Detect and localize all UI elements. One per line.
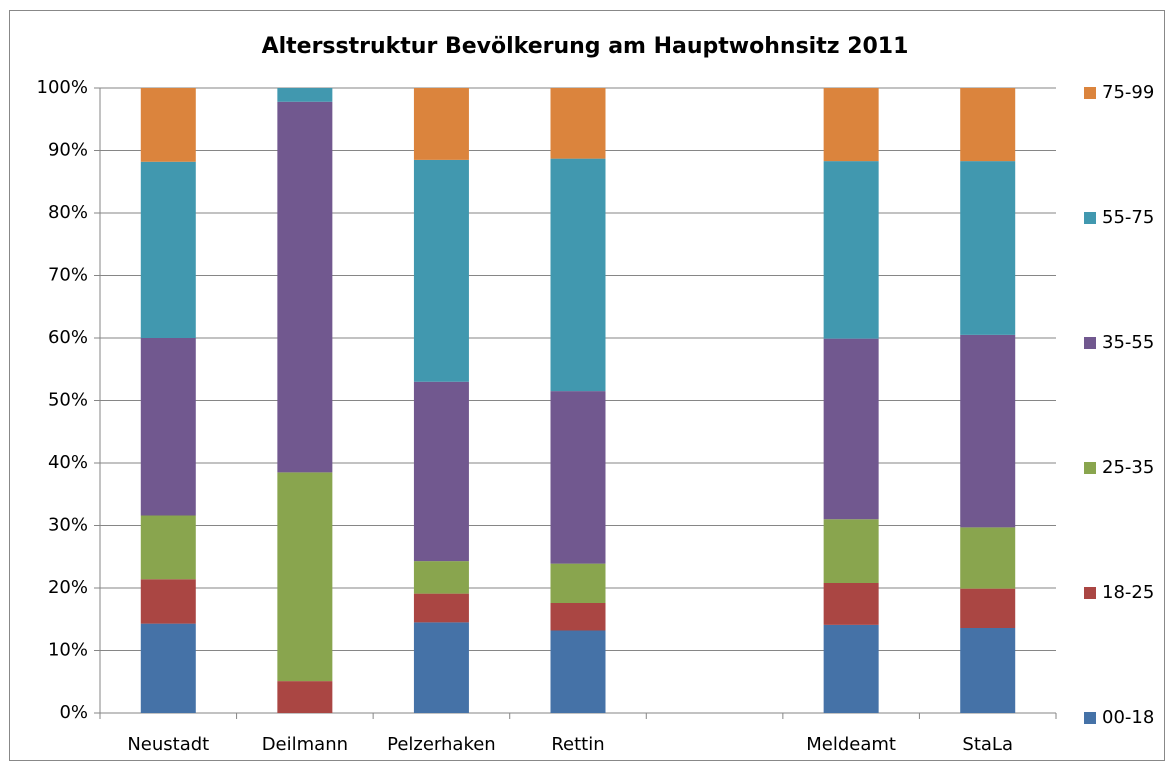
legend-swatch [1084, 212, 1096, 224]
bar-segment [550, 630, 606, 713]
bar-segment [277, 472, 333, 682]
x-tick-label: Neustadt [127, 734, 209, 755]
y-tick-label: 70% [48, 265, 88, 286]
x-tick-label: Deilmann [262, 734, 348, 755]
bar-segment [140, 88, 196, 162]
y-tick-label: 10% [48, 640, 88, 661]
bar-segment [960, 588, 1016, 628]
legend-swatch [1084, 87, 1096, 99]
y-tick-label: 90% [48, 140, 88, 161]
chart-title: Altersstruktur Bevölkerung am Hauptwohns… [262, 34, 909, 59]
legend-label: 75-99 [1102, 82, 1154, 103]
legend-label: 25-35 [1102, 457, 1154, 478]
legend-label: 55-75 [1102, 207, 1154, 228]
bar-segment [277, 681, 333, 713]
bar-segment [960, 161, 1016, 335]
bar-segment [277, 88, 333, 102]
y-tick-label: 40% [48, 452, 88, 473]
bar-segment [413, 593, 469, 623]
bar-segment [823, 88, 879, 162]
bar-segment [960, 628, 1016, 713]
bar-segment [960, 334, 1016, 528]
y-tick-label: 80% [48, 202, 88, 223]
y-tick-label: 0% [59, 702, 88, 723]
bar-segment [823, 338, 879, 520]
bar-segment [823, 519, 879, 583]
x-tick-label: Pelzerhaken [387, 734, 496, 755]
legend-label: 00-18 [1102, 707, 1154, 728]
x-tick-label: Rettin [551, 734, 604, 755]
y-tick-label: 100% [37, 77, 88, 98]
x-tick-label: StaLa [962, 734, 1013, 755]
bar-segment [413, 159, 469, 382]
bar-segment [960, 527, 1016, 589]
bar-segment [550, 391, 606, 564]
legend-label: 18-25 [1102, 582, 1154, 603]
bar-segment [413, 88, 469, 160]
bar-segment [823, 583, 879, 625]
bar-segment [823, 624, 879, 713]
bar-segment [140, 161, 196, 338]
legend-swatch [1084, 712, 1096, 724]
bar-segment [140, 623, 196, 713]
legend-label: 35-55 [1102, 332, 1154, 353]
legend-swatch [1084, 587, 1096, 599]
legend-swatch [1084, 462, 1096, 474]
bar-segment [140, 338, 196, 516]
bar-segment [277, 101, 333, 473]
bar-segment [140, 515, 196, 580]
bar-segment [550, 563, 606, 603]
bar-segment [550, 88, 606, 159]
bar-segment [823, 161, 879, 339]
y-tick-label: 60% [48, 327, 88, 348]
bar-segment [413, 622, 469, 713]
y-tick-label: 50% [48, 390, 88, 411]
y-tick-label: 20% [48, 577, 88, 598]
y-tick-label: 30% [48, 515, 88, 536]
bar-segment [413, 561, 469, 594]
bar-segment [413, 381, 469, 562]
x-tick-label: Meldeamt [806, 734, 896, 755]
bar-segment [550, 158, 606, 392]
bar-segment [140, 579, 196, 624]
bar-segment [550, 603, 606, 631]
bar-segment [960, 88, 1016, 162]
legend-swatch [1084, 337, 1096, 349]
